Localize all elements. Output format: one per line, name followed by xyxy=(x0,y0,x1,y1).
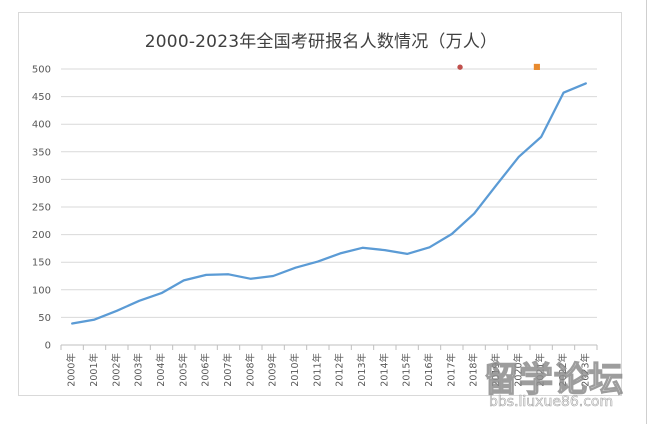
x-tick-label: 2018年 xyxy=(468,353,480,387)
data-point xyxy=(451,233,453,235)
x-tick-label: 2010年 xyxy=(289,353,301,387)
y-tick-label: 50 xyxy=(38,313,51,324)
source-logo-left: ● xyxy=(457,63,463,71)
source-logo-right: ■ xyxy=(533,62,541,71)
source-logo-left-mark: ● xyxy=(457,63,464,71)
y-tick-label: 500 xyxy=(32,65,51,76)
x-tick-label: 2009年 xyxy=(267,353,279,387)
data-point xyxy=(473,212,475,215)
y-tick-labels: 0 50 100 150 200 250 300 350 400 450 500 xyxy=(32,65,51,352)
x-tick-label: 2015年 xyxy=(401,353,413,387)
x-tick-label: 2005年 xyxy=(177,353,189,387)
data-point xyxy=(205,274,207,276)
series-layer xyxy=(71,82,587,325)
data-point xyxy=(317,260,319,263)
data-point xyxy=(361,247,364,249)
data-point xyxy=(495,184,498,186)
y-tick-label: 0 xyxy=(45,341,51,352)
data-point xyxy=(183,279,185,282)
data-point xyxy=(71,322,73,325)
x-tick-label: 2023年 xyxy=(579,353,591,387)
x-tick-label: 2008年 xyxy=(244,353,256,387)
x-tick-labels: 2000年 2001年 2002年 2003年 2004年 2005年 2006年 2007年… xyxy=(66,353,592,387)
x-tick-label: 2002年 xyxy=(110,353,122,387)
page-right-border xyxy=(646,0,647,424)
source-logo-right-mark: ■ xyxy=(533,62,541,71)
x-tick-label: 2017年 xyxy=(445,353,457,387)
x-tick-label: 2011年 xyxy=(311,353,323,387)
x-tick-label: 2022年 xyxy=(557,353,569,387)
chart-frame: 2000-2023年全国考研报名人数情况（万人） 0 50 100 150 200 250… xyxy=(18,12,622,396)
data-point xyxy=(428,246,431,249)
data-point xyxy=(116,309,118,312)
axes xyxy=(60,344,598,350)
y-tick-label: 250 xyxy=(32,203,51,214)
y-tick-label: 450 xyxy=(32,92,51,103)
data-point xyxy=(562,91,565,94)
data-point xyxy=(160,292,163,294)
data-point xyxy=(585,82,587,85)
y-tick-label: 100 xyxy=(32,285,51,296)
x-tick-label: 2003年 xyxy=(133,353,145,387)
y-tick-label: 300 xyxy=(32,175,51,186)
y-tick-label: 400 xyxy=(32,120,51,131)
y-tick-label: 150 xyxy=(32,258,51,269)
x-tick-label: 2004年 xyxy=(155,353,167,387)
y-tick-label: 350 xyxy=(32,147,51,158)
x-tick-label: 2001年 xyxy=(88,353,100,387)
data-point xyxy=(518,155,520,158)
data-point xyxy=(250,277,252,280)
x-tick-label: 2020年 xyxy=(512,353,524,387)
watermark-url: bbs.liuxue86.com xyxy=(489,394,614,411)
x-tick-label: 2000年 xyxy=(66,353,78,387)
gridlines xyxy=(61,68,597,318)
x-tick-label: 2007年 xyxy=(222,353,234,387)
x-tick-label: 2006年 xyxy=(200,353,212,387)
x-tick-label: 2014年 xyxy=(378,353,390,387)
series-line xyxy=(71,82,587,325)
data-point xyxy=(272,275,274,277)
data-point xyxy=(406,253,408,255)
data-point xyxy=(294,266,297,269)
data-point xyxy=(339,252,341,255)
line-chart: 0 50 100 150 200 250 300 350 400 450 500 2000年 2001… xyxy=(32,65,598,387)
data-point xyxy=(138,300,140,302)
x-tick-label: 2013年 xyxy=(356,353,368,387)
x-tick-label: 2021年 xyxy=(535,353,547,387)
data-point xyxy=(540,136,542,138)
x-tick-label: 2012年 xyxy=(334,353,346,387)
watermark: 留学论坛 xyxy=(483,359,624,400)
data-point xyxy=(93,318,96,321)
x-tick-label: 2019年 xyxy=(490,353,502,387)
chart-title: 2000-2023年全国考研报名人数情况（万人） xyxy=(144,32,498,52)
y-tick-label: 200 xyxy=(32,230,51,241)
data-point xyxy=(384,249,386,251)
data-point xyxy=(227,273,230,276)
x-tick-label: 2016年 xyxy=(423,353,435,387)
